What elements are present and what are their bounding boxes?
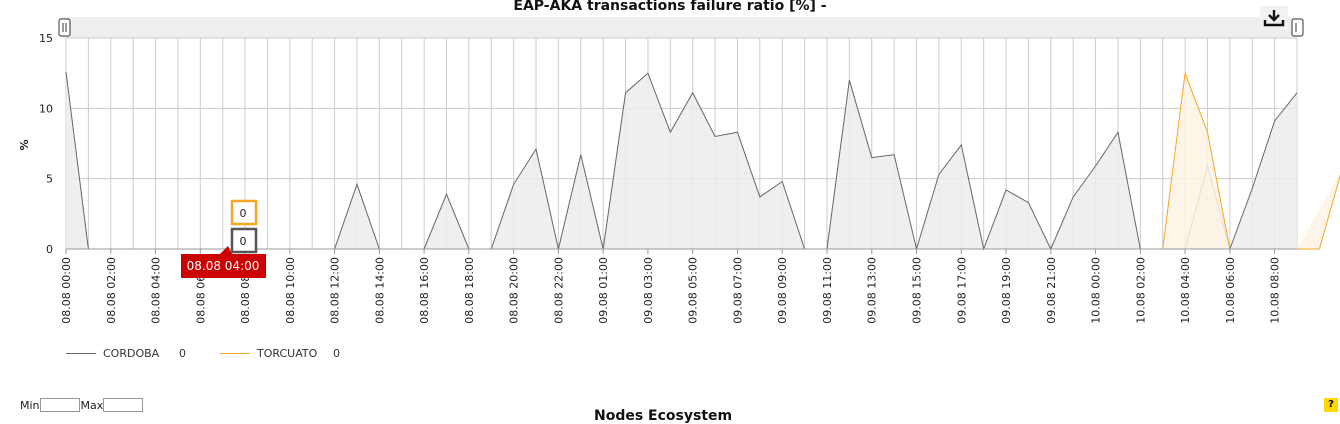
tooltip-value-cordoba: 0 <box>240 235 247 248</box>
x-tick-label: 10.08 04:00 <box>1179 257 1192 324</box>
x-tick-label: 10.08 02:00 <box>1134 257 1147 324</box>
tooltip-box-torcuato: 0 <box>230 199 258 226</box>
range-selector-bar[interactable] <box>60 17 1297 38</box>
x-tick-label: 09.08 17:00 <box>955 257 968 324</box>
y-tick-label: 0 <box>46 243 53 256</box>
help-button[interactable]: ? <box>1324 398 1338 412</box>
x-tick-label: 08.08 18:00 <box>463 257 476 324</box>
x-tick-label: 08.08 12:00 <box>329 257 342 324</box>
tooltip-box-cordoba: 0 <box>230 227 258 254</box>
x-tick-label: 08.08 04:00 <box>150 257 163 324</box>
x-tick-label: 08.08 16:00 <box>418 257 431 324</box>
y-tick-label: 15 <box>39 32 53 45</box>
series-area-torcuato <box>66 73 1340 249</box>
legend-item-torcuato[interactable]: TORCUATO 0 <box>220 347 340 360</box>
range-handle-left[interactable] <box>58 18 71 37</box>
legend: CORDOBA 0 TORCUATO 0 <box>66 347 374 360</box>
x-tick-label: 08.08 22:00 <box>552 257 565 324</box>
x-tick-label: 09.08 15:00 <box>911 257 924 324</box>
tooltip-x-label: 08.08 04:00 <box>181 246 266 278</box>
x-tick-label: 08.08 20:00 <box>508 257 521 324</box>
legend-label-cordoba: CORDOBA <box>103 347 160 360</box>
next-section-title: Nodes Ecosystem <box>594 408 733 424</box>
download-icon <box>1260 6 1288 30</box>
x-tick-label: 09.08 13:00 <box>866 257 879 324</box>
legend-item-cordoba[interactable]: CORDOBA 0 <box>66 347 186 360</box>
tooltip: 0 0 08.08 04:00 <box>181 199 266 278</box>
legend-value-cordoba: 0 <box>179 347 186 360</box>
range-handle-right[interactable] <box>1291 18 1304 37</box>
min-label: Min <box>20 398 40 412</box>
x-tick-label: 09.08 07:00 <box>731 257 744 324</box>
download-button[interactable] <box>1260 6 1288 30</box>
x-tick-label: 09.08 21:00 <box>1045 257 1058 324</box>
legend-value-torcuato: 0 <box>333 347 340 360</box>
x-tick-label: 09.08 19:00 <box>1000 257 1013 324</box>
x-tick-label: 09.08 01:00 <box>597 257 610 324</box>
x-tick-label: 08.08 14:00 <box>373 257 386 324</box>
x-tick-label: 08.08 10:00 <box>284 257 297 324</box>
x-tick-label: 09.08 05:00 <box>687 257 700 324</box>
x-tick-label: 10.08 06:00 <box>1224 257 1237 324</box>
x-tick-label: 09.08 11:00 <box>821 257 834 324</box>
series-area-cordoba <box>66 71 1297 249</box>
x-tick-label: 09.08 09:00 <box>776 257 789 324</box>
tooltip-value-torcuato: 0 <box>240 207 247 220</box>
range-inputs: Min Max <box>20 398 144 412</box>
legend-label-torcuato: TORCUATO <box>257 347 318 360</box>
legend-swatch-cordoba <box>66 353 96 354</box>
tooltip-x-label-text: 08.08 04:00 <box>187 259 260 273</box>
y-tick-label: 5 <box>46 173 53 186</box>
x-tick-label: 09.08 03:00 <box>642 257 655 324</box>
y-axis-label: % <box>18 139 31 150</box>
min-input[interactable] <box>39 398 80 412</box>
x-tick-label: 08.08 02:00 <box>105 257 118 324</box>
x-tick-label: 08.08 00:00 <box>60 257 73 324</box>
chart-title: EAP-AKA transactions failure ratio [%] - <box>513 0 826 14</box>
x-tick-label: 10.08 00:00 <box>1090 257 1103 324</box>
x-tick-label: 10.08 08:00 <box>1269 257 1282 324</box>
max-label: Max <box>80 398 104 412</box>
y-tick-label: 10 <box>39 102 53 115</box>
max-input[interactable] <box>103 398 144 412</box>
legend-swatch-torcuato <box>220 353 250 354</box>
